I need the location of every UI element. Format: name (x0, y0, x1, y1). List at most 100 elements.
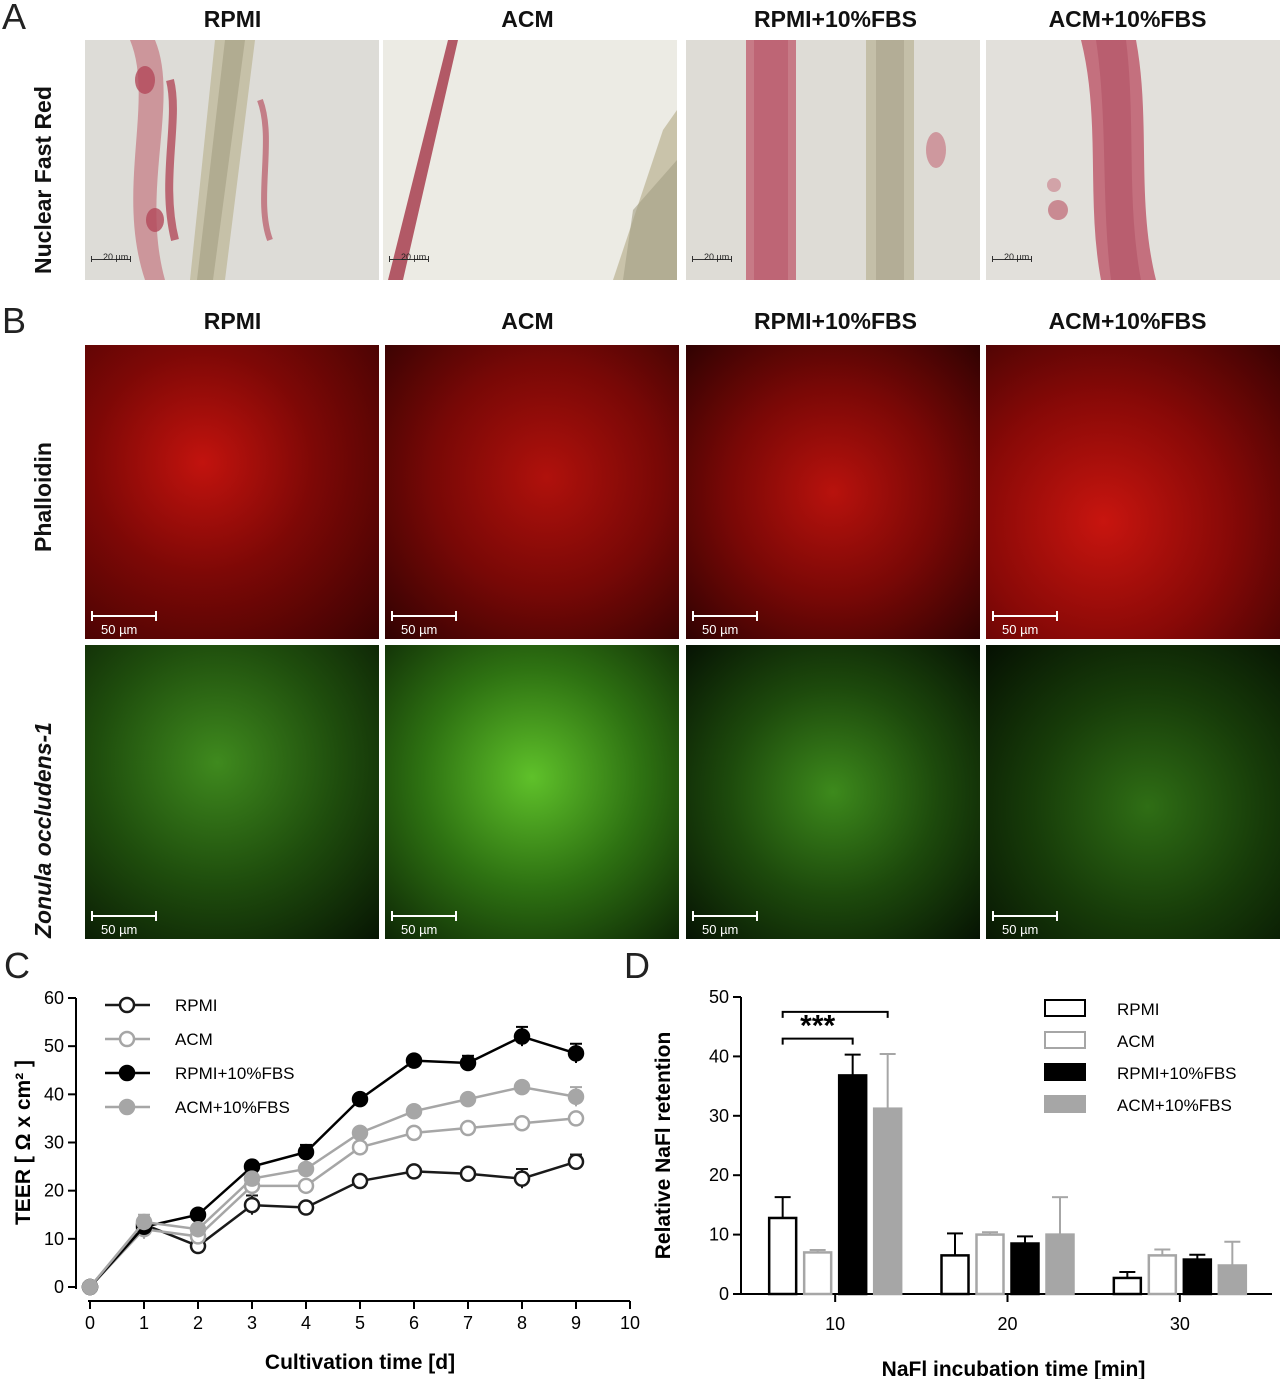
phalloidin-image-rpmi: 50 µm (85, 345, 379, 639)
bar-acm-10-fbs (1045, 1233, 1075, 1296)
panel-c-letter: C (4, 945, 30, 986)
legend-label-rpmi-10-fbs: RPMI+10%FBS (175, 1064, 295, 1083)
x-tick-label: 3 (247, 1313, 257, 1333)
x-tick-label: 10 (620, 1313, 640, 1333)
data-point-rpmi-10-fbs (189, 1206, 207, 1223)
panel-b-row-label-phalloidin: Phalloidin (30, 442, 56, 552)
x-axis-label: NaFl incubation time [min] (882, 1358, 1146, 1379)
x-tick-label: 5 (355, 1313, 365, 1333)
data-point-acm (567, 1110, 585, 1127)
nfr-scale-label: 20 µm (103, 252, 129, 262)
nfr-scalebar (992, 256, 1032, 262)
phalloidin-scalebar (992, 611, 1058, 621)
panel-a-col-acm-fbs: ACM+10%FBS (1048, 6, 1207, 32)
data-point-acm-10-fbs (297, 1160, 315, 1178)
panel-a-col-acm: ACM (501, 6, 554, 32)
bar-rpmi-10-fbs (837, 1074, 868, 1296)
nfr-scalebar (692, 256, 732, 262)
panel-b-col-rpmi-fbs: RPMI+10%FBS (754, 308, 917, 334)
data-point-acm-10-fbs (351, 1124, 369, 1142)
legend-label-rpmi: RPMI (1117, 1000, 1160, 1019)
bar-rpmi-10-fbs (1010, 1242, 1040, 1296)
panel-a-row-label: Nuclear Fast Red (30, 86, 56, 274)
data-point-acm-10-fbs (459, 1090, 477, 1108)
teer-line-chart: 0 10 20 30 40 50 60 0 1 2 3 4 5 6 7 8 9 10 Cultivation tim… (12, 988, 640, 1374)
y-tick-label: 30 (44, 1133, 64, 1153)
zo1-scalebar (91, 911, 157, 921)
data-point-rpmi (243, 1196, 261, 1214)
data-point-rpmi (567, 1153, 585, 1171)
zo1-image-acm: 50 µm (385, 645, 679, 939)
y-tick-label: 20 (709, 1165, 729, 1185)
legend-label-rpmi-10-fbs: RPMI+10%FBS (1117, 1064, 1237, 1083)
nafl-bar-chart: 0 10 20 30 40 50 NaFl incubation time [min] Rel… (652, 987, 1272, 1379)
y-tick-label: 50 (44, 1036, 64, 1056)
y-tick-label: 50 (709, 987, 729, 1007)
phalloidin-scale-label: 50 µm (101, 622, 138, 637)
legend-swatch-acm-10-fbs (1044, 1095, 1086, 1113)
data-point-acm (297, 1177, 315, 1195)
nfr-image-rpmi-fbs-art (686, 40, 980, 280)
zo1-scale-label: 50 µm (101, 922, 138, 937)
data-point-acm-10-fbs (243, 1170, 261, 1187)
data-point-rpmi (297, 1199, 315, 1216)
panel-a-col-rpmi-fbs: RPMI+10%FBS (754, 6, 917, 32)
x-tick-label: 2 (193, 1313, 203, 1333)
nfr-scalebar (389, 256, 429, 262)
nfr-image-rpmi-fbs: 20 µm (686, 40, 980, 280)
legend-marker-acm (118, 1030, 136, 1048)
data-point-acm (351, 1139, 369, 1156)
nfr-scale-label: 20 µm (704, 252, 730, 262)
y-tick-label: 10 (44, 1229, 64, 1249)
phalloidin-scale-label: 50 µm (1002, 622, 1039, 637)
nfr-image-acm-fbs: 20 µm (986, 40, 1280, 280)
panel-b-letter: B (2, 300, 27, 341)
data-point-acm-10-fbs (189, 1220, 207, 1238)
data-point-rpmi-10-fbs (351, 1090, 369, 1108)
bar-rpmi-10-fbs (1182, 1258, 1213, 1296)
zo1-image-rpmi-fbs: 50 µm (686, 645, 980, 939)
data-point-acm (459, 1119, 477, 1137)
y-tick-label: 30 (709, 1106, 729, 1126)
legend-swatch-rpmi (1044, 999, 1086, 1017)
series-line-acm (89, 1117, 577, 1288)
data-point-acm-10-fbs (567, 1088, 585, 1105)
data-point-acm (405, 1124, 423, 1142)
x-tick-label: 9 (571, 1313, 581, 1333)
phalloidin-image-acm: 50 µm (385, 345, 679, 639)
phalloidin-image-rpmi-fbs: 50 µm (686, 345, 980, 639)
legend-label-acm: ACM (175, 1030, 213, 1049)
zo1-image-acm-fbs: 50 µm (986, 645, 1280, 939)
legend-marker-rpmi-10-fbs (118, 1064, 136, 1082)
y-axis-label: TEER [ Ω x cm² ] (12, 1060, 35, 1225)
y-axis-label: Relative NaFl retention (652, 1032, 675, 1260)
zo1-scalebar (992, 911, 1058, 921)
data-point-rpmi (405, 1163, 423, 1180)
x-tick-label: 7 (463, 1313, 473, 1333)
data-point-rpmi-10-fbs (297, 1143, 315, 1161)
data-point-acm-10-fbs (513, 1078, 531, 1096)
data-point-rpmi (351, 1172, 369, 1190)
bar-acm-10-fbs (1217, 1264, 1248, 1296)
panel-a-col-rpmi: RPMI (203, 6, 262, 32)
data-point-rpmi-10-fbs (513, 1028, 531, 1045)
nfr-scalebar (91, 256, 131, 262)
x-tick-label: 0 (85, 1313, 95, 1333)
nfr-scale-label: 20 µm (401, 252, 427, 262)
bar-acm (1147, 1254, 1178, 1296)
bar-rpmi (940, 1254, 970, 1296)
panel-d-letter: D (624, 945, 650, 986)
phalloidin-scale-label: 50 µm (702, 622, 739, 637)
phalloidin-image-acm-fbs: 50 µm (986, 345, 1280, 639)
zo1-scale-label: 50 µm (401, 922, 438, 937)
phalloidin-scale-label: 50 µm (401, 622, 438, 637)
zo1-scalebar (391, 911, 457, 921)
legend-marker-acm-10-fbs (118, 1098, 136, 1116)
zo1-scale-label: 50 µm (1002, 922, 1039, 937)
y-tick-label: 60 (44, 988, 64, 1008)
data-point-rpmi (459, 1165, 477, 1183)
nfr-image-acm-art (383, 40, 677, 280)
legend-swatch-acm (1044, 1031, 1086, 1049)
x-axis-label: Cultivation time [d] (265, 1351, 455, 1374)
y-tick-label: 10 (709, 1225, 729, 1245)
